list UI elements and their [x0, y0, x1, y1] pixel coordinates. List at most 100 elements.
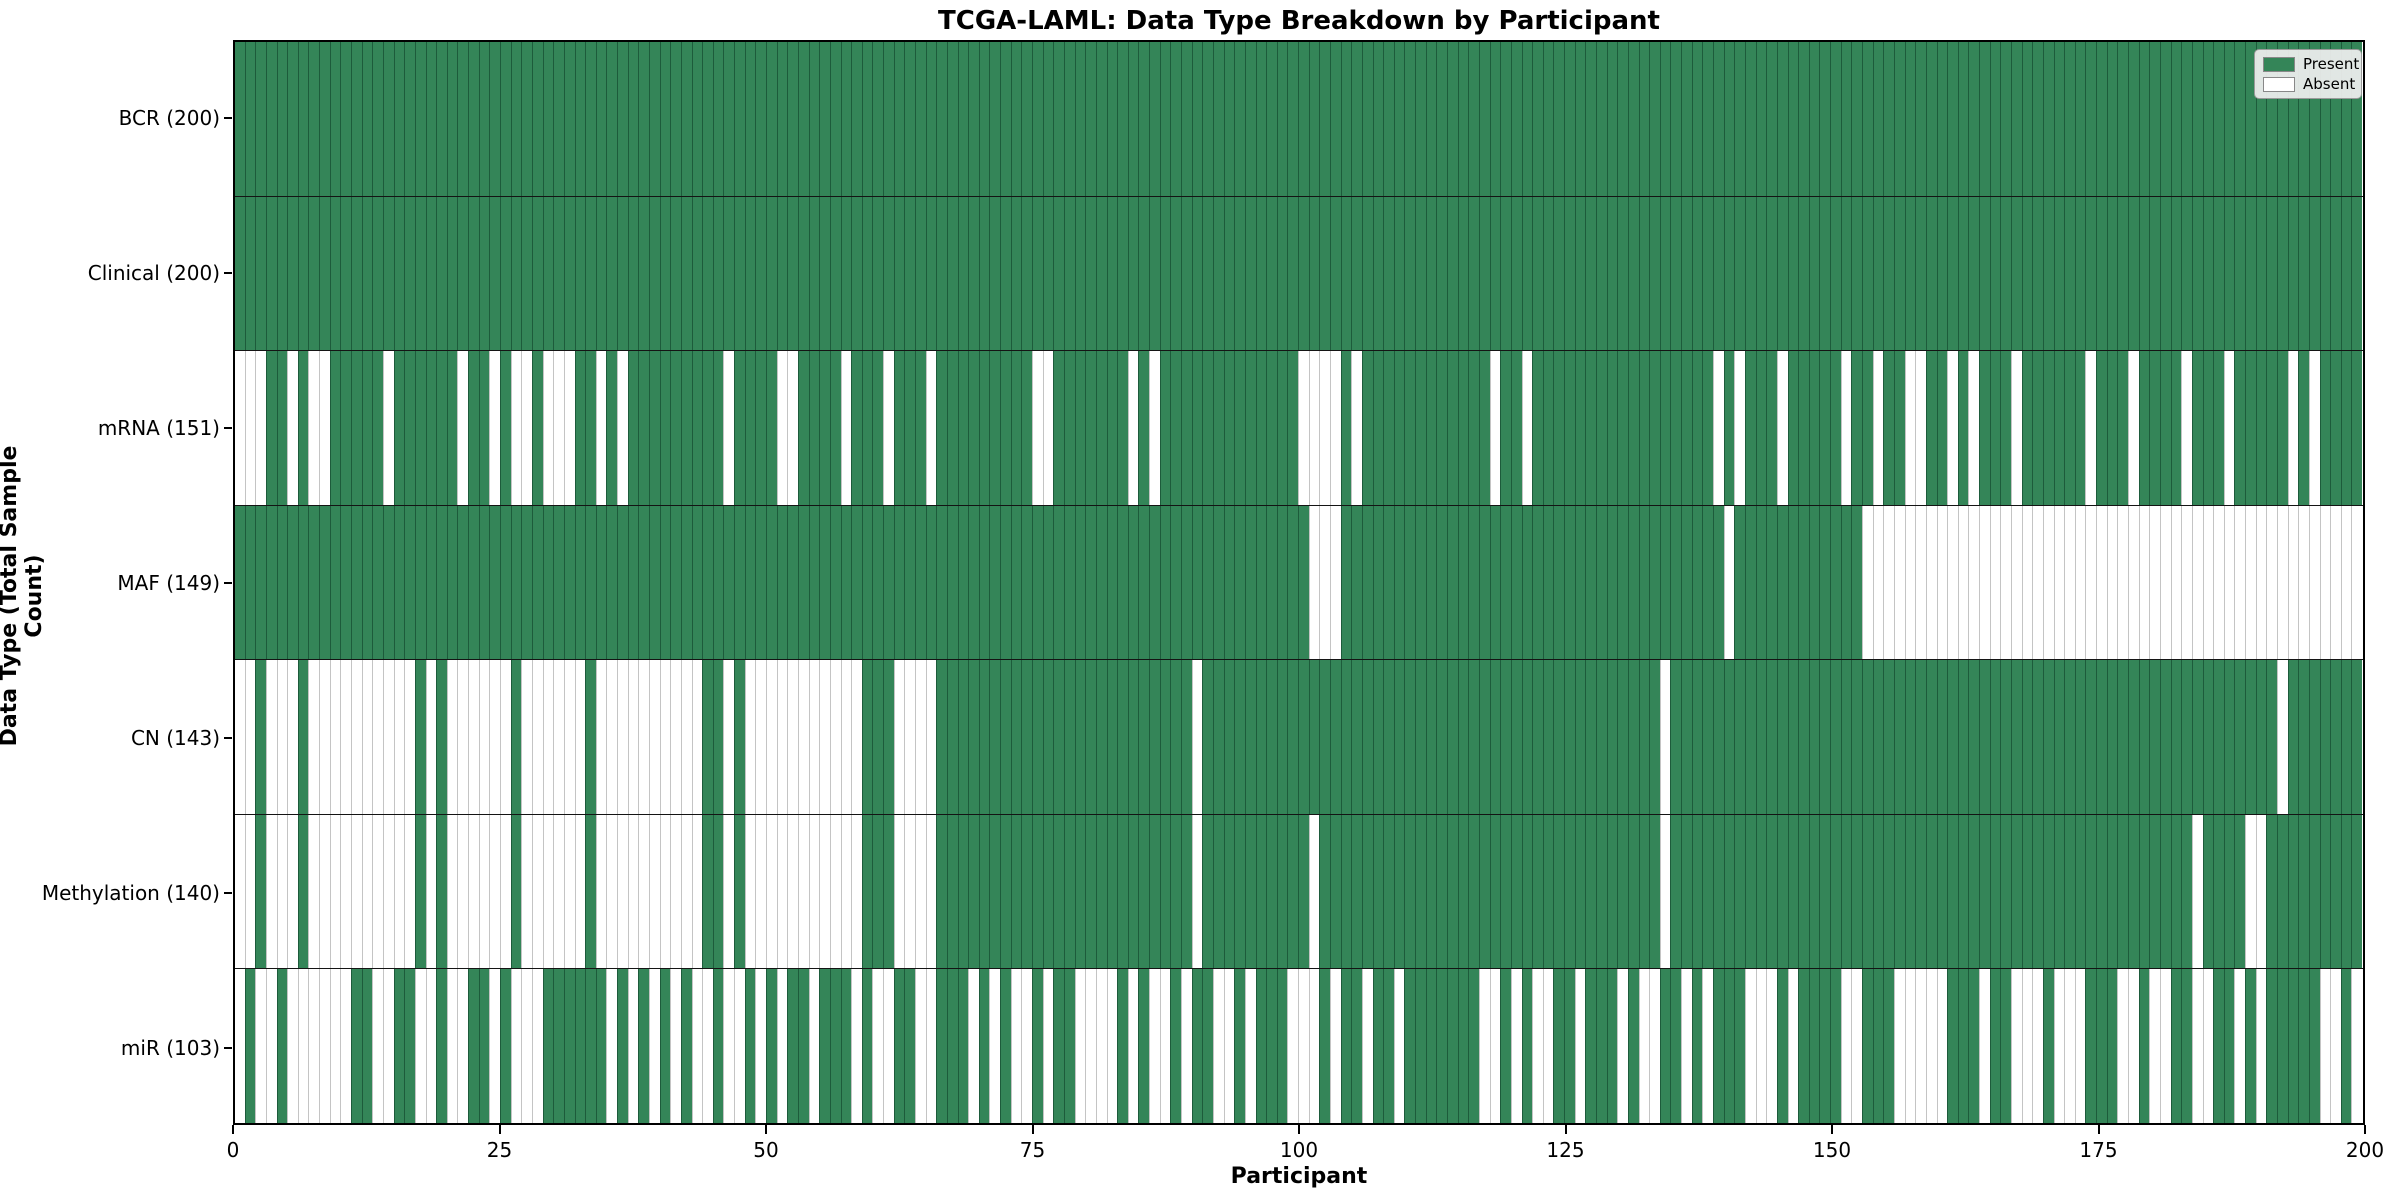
- heatmap-cell: [1893, 814, 1905, 969]
- heatmap-cell: [1893, 969, 1905, 1124]
- heatmap-cell: [1787, 42, 1799, 196]
- heatmap-cell: [691, 660, 703, 814]
- heatmap-cell: [1925, 660, 1937, 814]
- heatmap-cell: [946, 969, 958, 1124]
- heatmap-cell: [617, 814, 628, 969]
- heatmap-cell: [1585, 814, 1596, 969]
- heatmap-cell: [1159, 969, 1171, 1124]
- heatmap-cell: [1234, 196, 1245, 351]
- heatmap-cell: [1085, 505, 1096, 660]
- heatmap-cell: [904, 196, 915, 351]
- heatmap-cell: [414, 814, 426, 969]
- heatmap-cell: [1659, 969, 1671, 1124]
- heatmap-cell: [1010, 814, 1022, 969]
- heatmap-cell: [255, 196, 266, 351]
- heatmap-cell: [1393, 660, 1405, 814]
- heatmap-cell: [2213, 660, 2224, 814]
- heatmap-cell: [627, 42, 639, 196]
- heatmap-cell: [755, 969, 767, 1124]
- heatmap-cell: [585, 660, 596, 814]
- heatmap-cell: [1415, 351, 1426, 505]
- heatmap-cell: [1106, 814, 1118, 969]
- heatmap-cell: [1212, 196, 1224, 351]
- heatmap-cell: [1744, 505, 1756, 660]
- heatmap-cell: [457, 42, 469, 196]
- heatmap-cell: [1383, 969, 1394, 1124]
- heatmap-cell: [382, 196, 394, 351]
- heatmap-cell: [1138, 42, 1150, 196]
- heatmap-cell: [968, 351, 979, 505]
- heatmap-cell: [1744, 196, 1756, 351]
- heatmap-cell: [1234, 814, 1245, 969]
- heatmap-cell: [829, 42, 841, 196]
- heatmap-cell: [1181, 42, 1192, 196]
- heatmap-cell: [1830, 505, 1841, 660]
- heatmap-cell: [2138, 505, 2150, 660]
- heatmap-cell: [2308, 196, 2320, 351]
- heatmap-cell: [734, 660, 745, 814]
- heatmap-cell: [1383, 196, 1394, 351]
- heatmap-cell: [393, 42, 405, 196]
- heatmap-cell: [2159, 660, 2171, 814]
- heatmap-cell: [1798, 42, 1809, 196]
- heatmap-cell: [1638, 969, 1650, 1124]
- heatmap-cell: [1830, 42, 1841, 196]
- heatmap-cell: [510, 814, 522, 969]
- x-tick-mark: [2097, 1125, 2100, 1134]
- heatmap-cell: [1457, 969, 1469, 1124]
- heatmap-cell: [2202, 505, 2214, 660]
- heatmap-cell: [1010, 660, 1022, 814]
- heatmap-cell: [1372, 351, 1384, 505]
- heatmap-cell: [1585, 505, 1596, 660]
- heatmap-cell: [2149, 660, 2160, 814]
- heatmap-cell: [1266, 969, 1277, 1124]
- heatmap-cell: [1212, 660, 1224, 814]
- heatmap-cell: [510, 42, 522, 196]
- heatmap-cell: [1585, 969, 1596, 1124]
- heatmap-cell: [1957, 969, 1969, 1124]
- heatmap-cell: [1872, 42, 1884, 196]
- heatmap-cell: [2191, 196, 2203, 351]
- heatmap-cell: [2255, 814, 2267, 969]
- heatmap-cell: [2000, 42, 2011, 196]
- heatmap-cell: [1298, 505, 1309, 660]
- heatmap-cell: [1255, 660, 1267, 814]
- heatmap-cell: [1032, 196, 1043, 351]
- heatmap-cell: [1149, 814, 1160, 969]
- heatmap-cell: [1766, 660, 1777, 814]
- heatmap-cell: [861, 505, 873, 660]
- heatmap-cell: [1149, 42, 1160, 196]
- heatmap-cell: [1521, 814, 1533, 969]
- heatmap-cell: [1468, 351, 1479, 505]
- heatmap-cell: [1904, 196, 1916, 351]
- heatmap-cell: [1085, 196, 1096, 351]
- heatmap-cell: [1478, 351, 1490, 505]
- heatmap-cell: [2149, 351, 2160, 505]
- heatmap-cell: [319, 814, 330, 969]
- heatmap-cell: [638, 351, 649, 505]
- heatmap-cell: [1638, 814, 1650, 969]
- heatmap-cell: [1947, 814, 1958, 969]
- heatmap-cell: [2277, 42, 2288, 196]
- heatmap-cell: [1787, 814, 1799, 969]
- heatmap-cell: [2277, 814, 2288, 969]
- heatmap-cell: [585, 196, 596, 351]
- heatmap-cell: [1979, 351, 1990, 505]
- heatmap-cell: [382, 42, 394, 196]
- heatmap-cell: [1500, 196, 1511, 351]
- heatmap-cell: [2181, 42, 2192, 196]
- heatmap-cell: [851, 969, 862, 1124]
- heatmap-cell: [500, 42, 511, 196]
- legend-entry-absent: Absent: [2263, 76, 2355, 92]
- heatmap-cell: [2308, 814, 2320, 969]
- heatmap-cell: [457, 969, 469, 1124]
- heatmap-cell: [2181, 660, 2192, 814]
- heatmap-cell: [1872, 969, 1884, 1124]
- heatmap-cell: [1074, 660, 1086, 814]
- heatmap-cell: [235, 42, 245, 196]
- heatmap-cell: [1181, 505, 1192, 660]
- heatmap-cell: [1659, 660, 1671, 814]
- heatmap-cell: [404, 351, 415, 505]
- heatmap-cell: [2021, 505, 2033, 660]
- heatmap-cell: [1819, 660, 1831, 814]
